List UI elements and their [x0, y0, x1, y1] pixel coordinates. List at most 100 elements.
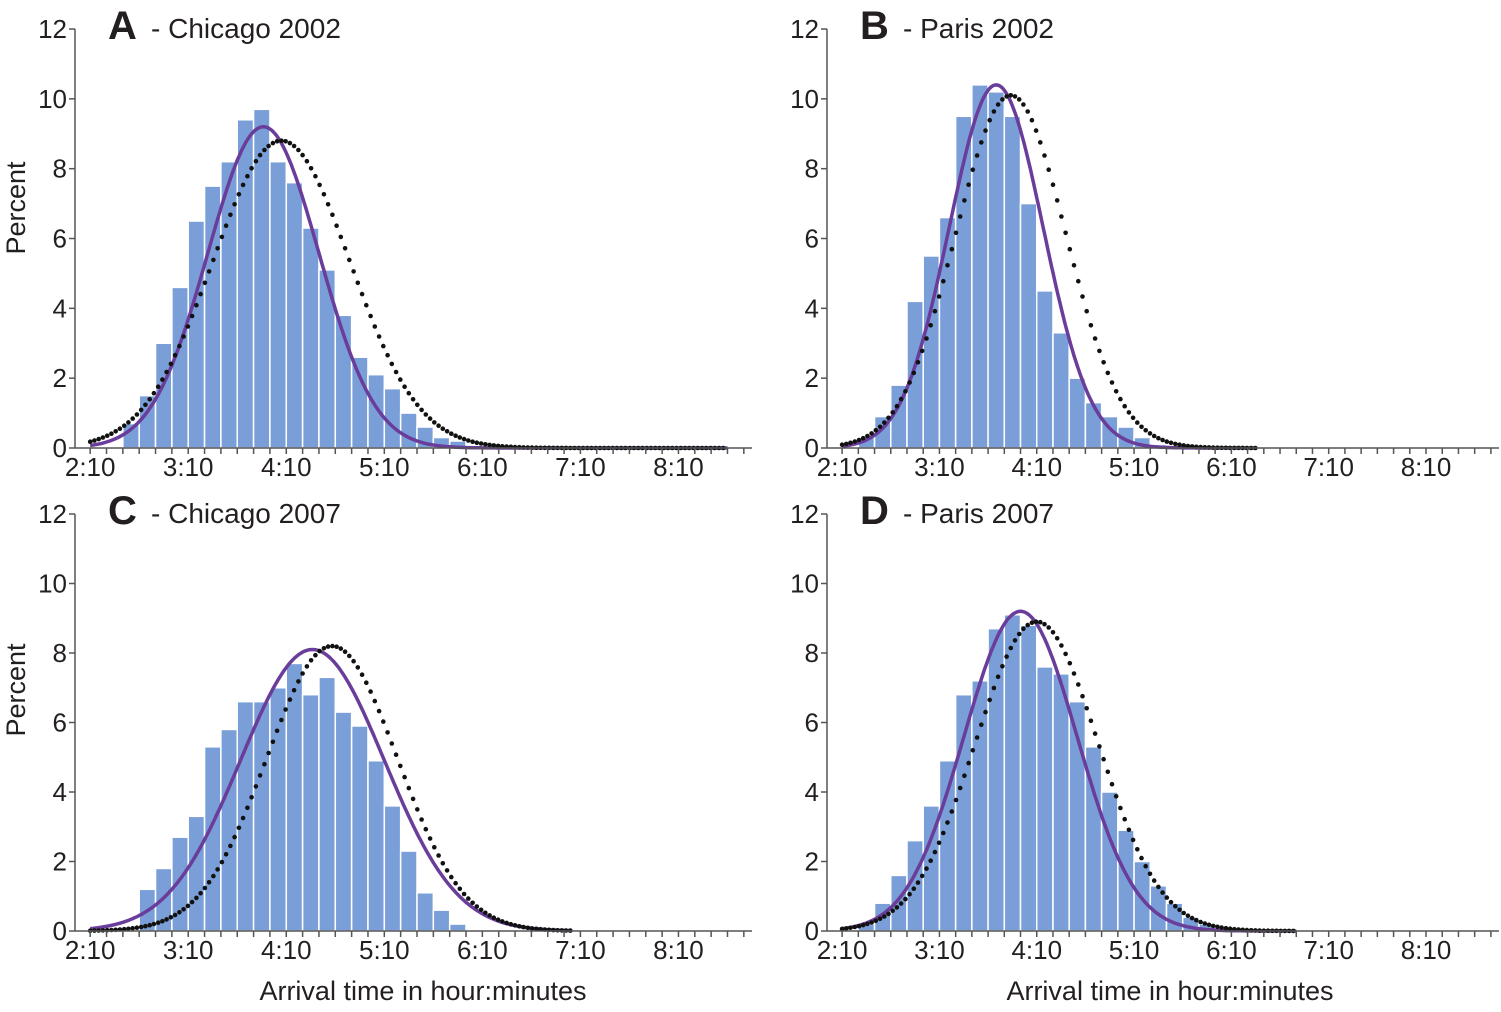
- y-tick-label: 12: [38, 14, 67, 44]
- y-tick-label: 12: [790, 14, 819, 44]
- fit-dot: [449, 874, 454, 880]
- bar: [1035, 666, 1054, 932]
- x-tick-label: 5:10: [1109, 935, 1160, 965]
- fit-dot: [160, 918, 165, 924]
- x-tick-label: 6:10: [1206, 935, 1257, 965]
- fit-dot: [478, 441, 484, 446]
- fit-dot: [979, 140, 984, 145]
- fit-dot: [521, 924, 526, 930]
- fit-dot: [206, 880, 212, 885]
- fit-dot: [211, 873, 216, 879]
- fit-dot: [1105, 769, 1111, 775]
- fit-dot: [1160, 437, 1165, 443]
- y-tick-label: 4: [805, 777, 819, 807]
- y-tick-label: 10: [38, 84, 67, 114]
- fit-dot: [304, 158, 310, 164]
- fit-dot: [898, 901, 904, 906]
- fit-dot: [1118, 805, 1123, 811]
- fit-dot: [134, 412, 140, 417]
- fit-dot: [449, 431, 454, 437]
- fit-dot: [974, 153, 980, 158]
- fit-dot: [262, 147, 267, 153]
- fit-dot: [873, 428, 879, 433]
- y-tick-label: 8: [805, 154, 819, 184]
- fit-dot: [168, 915, 174, 920]
- fit-dot: [995, 102, 1001, 107]
- y-tick-label: 10: [38, 569, 67, 599]
- fit-dot: [987, 117, 992, 123]
- fit-dot: [941, 830, 946, 836]
- fit-dot: [1168, 440, 1174, 446]
- fit-dot: [308, 166, 314, 171]
- y-tick-label: 4: [53, 777, 67, 807]
- bar: [1003, 614, 1022, 932]
- fit-dot: [287, 697, 293, 702]
- fit-dot: [991, 109, 997, 114]
- fit-dot: [143, 402, 148, 408]
- fit-dot: [1021, 626, 1026, 632]
- fit-dot: [202, 280, 208, 286]
- fit-dot: [444, 868, 450, 873]
- fit-dot: [1135, 420, 1140, 425]
- fit-dot: [478, 907, 484, 913]
- bar: [1084, 401, 1103, 449]
- fit-dot: [279, 717, 284, 723]
- fit-dot: [936, 840, 942, 846]
- x-tick-label: 8:10: [653, 452, 704, 482]
- fit-dot: [1122, 816, 1127, 822]
- fit-dot: [886, 415, 891, 421]
- fit-dot: [368, 313, 373, 319]
- fit-dot: [508, 921, 514, 927]
- fit-dot: [1206, 922, 1212, 928]
- fit-dot: [359, 291, 365, 297]
- x-tick-label: 2:10: [65, 452, 116, 482]
- fit-dot: [313, 173, 318, 179]
- y-axis-title-bottom: Percent: [1, 643, 31, 737]
- fit-dot: [928, 323, 933, 328]
- fit-dot: [1198, 919, 1203, 925]
- x-tick-label: 4:10: [1011, 452, 1062, 482]
- fit-dot: [138, 407, 144, 413]
- fit-dot: [1038, 619, 1043, 625]
- fit-dot: [155, 384, 161, 390]
- fit-dot: [953, 230, 959, 236]
- fit-dot: [427, 416, 433, 421]
- fit-dot: [461, 436, 467, 442]
- fit-dot: [1156, 435, 1161, 441]
- fit-dot: [1025, 109, 1030, 114]
- fit-dot: [389, 361, 395, 367]
- bar: [938, 216, 957, 449]
- fit-dot: [402, 384, 407, 390]
- fit-dot: [1050, 630, 1056, 635]
- fit-dot: [385, 352, 390, 358]
- fit-dot: [983, 709, 988, 715]
- fit-dot: [1126, 827, 1132, 833]
- fit-dot: [130, 926, 135, 931]
- panel-c: 0 2 4 6 8 10 12 2:10 3:10 4:10 5:10 6:10 7:10 8:10 C - …: [38, 489, 752, 965]
- bar: [399, 850, 418, 932]
- fit-dot: [919, 348, 925, 354]
- fit-dot: [865, 921, 870, 927]
- fit-dot: [1033, 128, 1039, 133]
- fit-dot: [415, 807, 420, 812]
- fit-dot: [1147, 431, 1153, 436]
- fit-dot: [1143, 428, 1148, 433]
- fit-dot: [223, 223, 229, 228]
- bar: [416, 892, 435, 932]
- fit-dot: [219, 234, 225, 240]
- fit-dot: [856, 437, 862, 443]
- fit-dot: [406, 785, 412, 791]
- fit-dot: [104, 433, 110, 439]
- fit-dot: [1063, 230, 1068, 236]
- fit-dot: [355, 280, 361, 286]
- fit-dot: [398, 763, 403, 769]
- fit-dot: [1012, 94, 1018, 99]
- y-tick-label: 12: [790, 499, 819, 529]
- fit-dot: [436, 853, 441, 858]
- fit-dot: [236, 192, 242, 197]
- fit-dot: [257, 773, 263, 778]
- panel-subtitle-d: - Paris 2007: [903, 498, 1054, 529]
- fit-dot: [466, 438, 471, 443]
- fit-dot: [126, 926, 131, 932]
- fit-dot: [427, 836, 433, 841]
